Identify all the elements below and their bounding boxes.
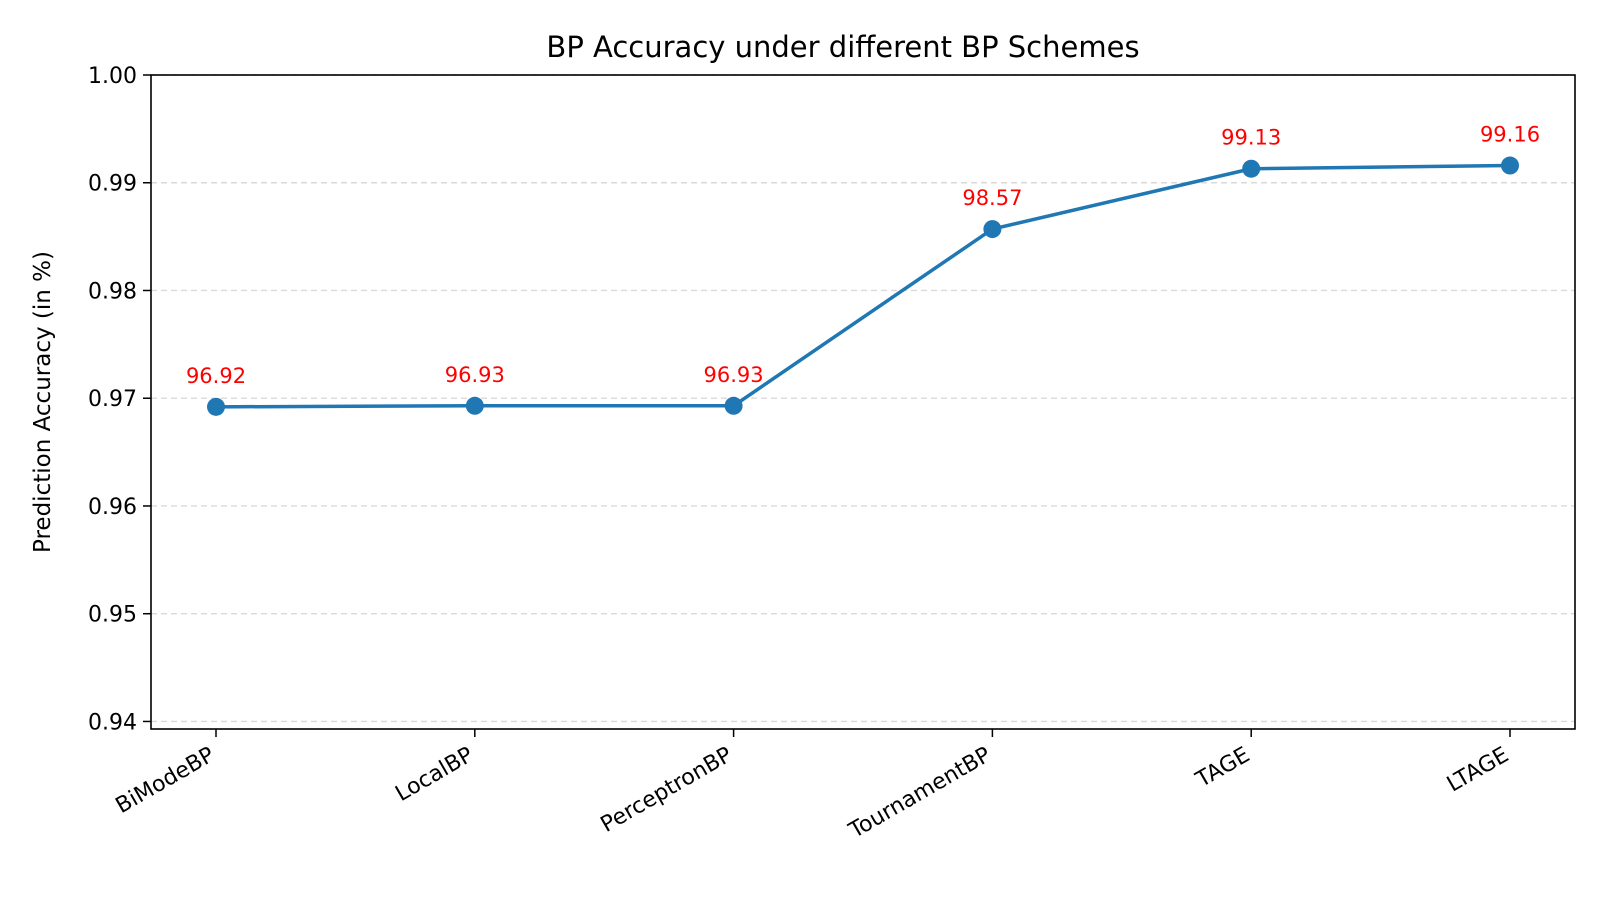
y-tick-label: 0.95 <box>88 603 137 628</box>
data-label: 96.93 <box>704 363 764 387</box>
data-label: 96.92 <box>186 364 246 388</box>
y-tick-label: 1.00 <box>88 64 137 89</box>
y-tick-label: 0.94 <box>88 710 137 735</box>
series-line <box>215 163 1511 409</box>
y-tick-label: 0.97 <box>88 387 137 412</box>
y-axis-ticks: 0.94 0.95 0.96 0.97 0.98 0.99 1.00 <box>88 64 151 735</box>
chart-title: BP Accuracy under different BP Schemes <box>546 30 1139 64</box>
x-tick-label: BiModeBP <box>112 743 219 819</box>
y-tick-label: 0.96 <box>88 495 137 520</box>
x-tick-label: PerceptronBP <box>597 743 737 838</box>
x-tick-label: LocalBP <box>391 743 477 807</box>
data-label: 96.93 <box>445 363 505 387</box>
data-label: 98.57 <box>962 186 1022 210</box>
y-tick-label: 0.98 <box>88 279 137 304</box>
plot-area-frame <box>150 74 1576 730</box>
data-point <box>465 396 484 415</box>
data-point <box>724 396 743 415</box>
x-axis-ticks: BiModeBP LocalBP PerceptronBP TournamentBP T… <box>112 729 1513 844</box>
data-label: 99.13 <box>1221 126 1281 150</box>
x-tick-label: TAGE <box>1191 743 1254 794</box>
data-point <box>983 220 1002 239</box>
data-point <box>1242 159 1261 178</box>
x-tick-label: TournamentBP <box>844 743 995 845</box>
x-tick-label: LTAGE <box>1443 743 1513 798</box>
data-labels: 96.92 96.93 96.93 98.57 99.13 99.16 <box>186 123 1540 388</box>
data-point <box>207 397 225 416</box>
grid-lines <box>151 74 1575 723</box>
y-tick-label: 0.99 <box>88 172 137 197</box>
series-accuracy <box>207 156 1519 416</box>
data-point <box>1501 156 1519 175</box>
y-axis-label: Prediction Accuracy (in %) <box>30 251 56 553</box>
data-label: 99.16 <box>1480 123 1540 147</box>
